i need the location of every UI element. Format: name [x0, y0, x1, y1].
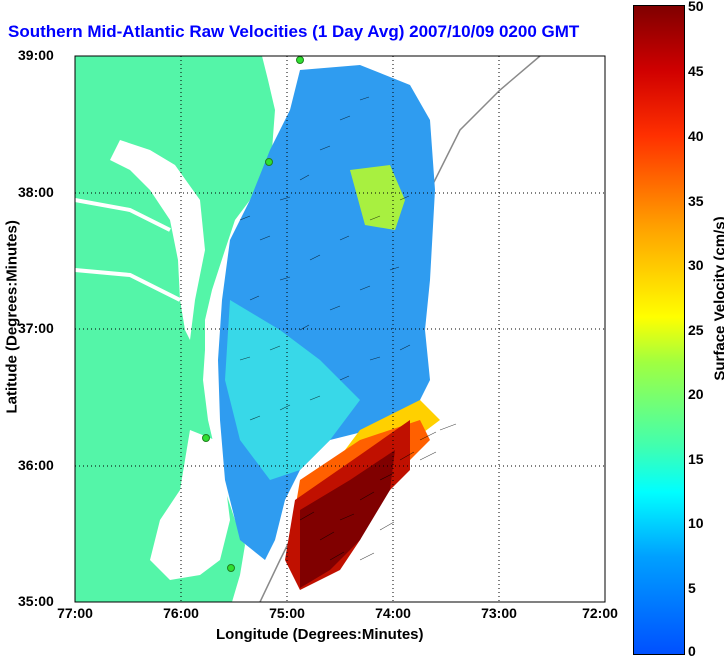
velocity-region-darkred — [300, 450, 395, 588]
y-tick-label: 36:00 — [18, 457, 54, 473]
colorbar-tick-label: 25 — [688, 322, 704, 338]
colorbar-tick-label: 0 — [688, 643, 696, 659]
grid-lines — [75, 56, 605, 602]
x-axis-label: Longitude (Degrees:Minutes) — [216, 626, 424, 643]
colorbar-tick-label: 15 — [688, 451, 704, 467]
x-tick-label: 73:00 — [481, 605, 517, 621]
y-tick-label: 38:00 — [18, 184, 54, 200]
plot-frame — [74, 55, 606, 603]
velocity-field — [218, 65, 457, 590]
y-tick-label: 35:00 — [18, 593, 54, 609]
river — [74, 268, 181, 302]
x-tick-label: 72:00 — [582, 605, 618, 621]
colorbar-tick-label: 10 — [688, 515, 704, 531]
velocity-region-green — [350, 165, 405, 230]
x-tick-label: 77:00 — [57, 605, 93, 621]
station-marker — [227, 564, 235, 572]
y-axis-label: Latitude (Degrees:Minutes) — [3, 220, 21, 414]
colorbar-tick-label: 35 — [688, 193, 704, 209]
colorbar-tick-label: 50 — [688, 0, 704, 14]
chesapeake-bay — [110, 140, 205, 340]
x-tick-label: 76:00 — [163, 605, 199, 621]
x-tick-label: 75:00 — [269, 605, 305, 621]
colorbar-tick-label: 40 — [688, 128, 704, 144]
x-tick-label: 74:00 — [375, 605, 411, 621]
y-tick-label: 39:00 — [18, 47, 54, 63]
colorbar-tick-label: 45 — [688, 63, 704, 79]
colorbar-tick-label: 5 — [688, 580, 696, 596]
colorbar-tick-label: 20 — [688, 386, 704, 402]
station-marker — [296, 56, 304, 64]
colorbar — [633, 5, 685, 655]
river — [74, 198, 171, 232]
y-tick-label: 37:00 — [18, 320, 54, 336]
station-marker — [265, 158, 273, 166]
colorbar-tick-label: 30 — [688, 257, 704, 273]
colorbar-label: Surface Velocity (cm/s) — [711, 216, 724, 381]
velocity-region-cyan — [225, 300, 360, 480]
map-title: Southern Mid-Atlantic Raw Velocities (1 … — [8, 22, 580, 41]
velocity-vectors — [239, 96, 457, 561]
pamlico-sound — [150, 430, 230, 580]
station-markers — [202, 56, 304, 572]
station-marker — [202, 434, 210, 442]
